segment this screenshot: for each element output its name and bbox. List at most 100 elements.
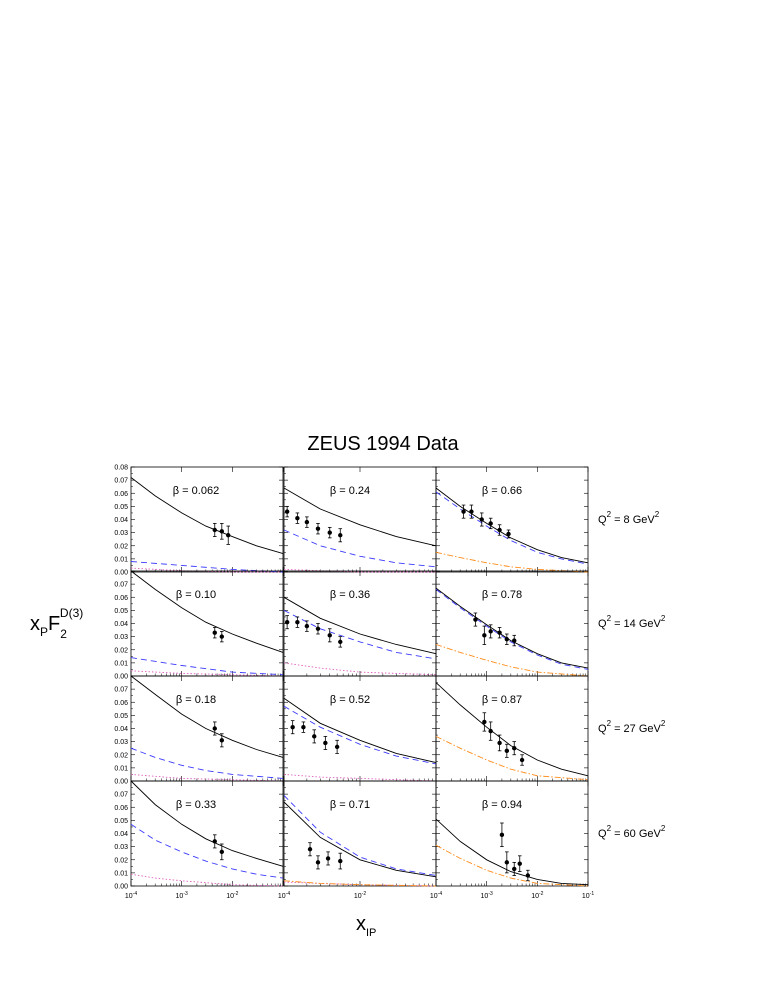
data-point (512, 745, 517, 751)
data-point (212, 527, 217, 533)
curve-blue-dashed (435, 491, 589, 565)
q2-label-part: 2 (607, 510, 612, 519)
y-tick-label: 0.02 (114, 543, 128, 550)
curve-solid-total (435, 487, 589, 564)
curve-magenta-dotted (283, 881, 437, 887)
beta-label: β = 0.71 (330, 799, 370, 811)
x-tick-exp: -3 (183, 891, 188, 897)
q2-label-part: = 14 GeV (611, 618, 662, 630)
beta-label: β = 0.24 (330, 485, 370, 497)
q2-label-part: Q (598, 723, 607, 735)
panel-frame (435, 780, 589, 887)
y-tick-label: 0.05 (114, 818, 128, 825)
curve-solid-total (435, 682, 589, 777)
x-tick-exp: -3 (488, 891, 493, 897)
x-tick-base: 10 (226, 893, 234, 900)
q2-label-part: 2 (607, 719, 612, 728)
beta-label: β = 0.10 (176, 589, 216, 601)
data-point (506, 531, 511, 537)
data-point (334, 744, 340, 750)
q2-label-part: 2 (607, 614, 612, 623)
x-tick-base: 10 (430, 893, 438, 900)
panel-r3-c2: β = 0.52 (283, 675, 437, 782)
y-tick-label: 0.00 (114, 779, 128, 786)
curve-solid-total (435, 818, 589, 886)
data-point (504, 637, 510, 642)
x-tick-base: 10 (582, 893, 590, 900)
data-point (323, 740, 328, 746)
x-tick-label: 10-2 (354, 891, 366, 900)
beta-label: β = 0.87 (482, 694, 522, 706)
curve-magenta-dotted (130, 873, 284, 887)
data-point (512, 866, 517, 872)
q2-label: Q2 = 27 GeV2 (598, 719, 666, 735)
panel-r4-c3: β = 0.94 (435, 780, 589, 887)
data-point (219, 634, 225, 639)
panel-r1-c2: β = 0.24 (283, 466, 437, 573)
panel-frame (283, 675, 437, 782)
y-label-f: F (48, 613, 60, 635)
data-point (497, 740, 502, 746)
y-tick-label: 0.07 (114, 582, 128, 589)
y-tick-label: 0.03 (114, 530, 128, 537)
x-tick-exp: -4 (438, 891, 443, 897)
curve-magenta-dotted (130, 773, 284, 782)
data-point (327, 633, 332, 638)
data-point (338, 639, 343, 645)
curve-orange-dashdot (435, 735, 589, 781)
curve-blue-dashed (130, 823, 284, 879)
curve-orange-dashdot (435, 644, 589, 677)
beta-label: β = 0.33 (176, 799, 216, 811)
curve-magenta-dotted (283, 662, 437, 676)
y-tick-label: 0.07 (114, 478, 128, 485)
panel-r2-c3: β = 0.78 (435, 570, 589, 677)
x-tick-exp: -2 (539, 891, 544, 897)
x-tick-base: 10 (176, 893, 184, 900)
curve-magenta-dotted (283, 773, 437, 782)
panel-frame (283, 780, 437, 887)
x-tick-label: 10-2 (531, 891, 543, 900)
x-tick-base: 10 (125, 893, 133, 900)
data-point (325, 856, 331, 861)
curve-solid-total (130, 477, 284, 555)
data-point (338, 533, 343, 538)
x-tick-base: 10 (278, 893, 286, 900)
y-tick-label: 0.02 (114, 647, 128, 654)
q2-label-part: 2 (661, 719, 666, 728)
panel-r3-c3: β = 0.87 (435, 675, 589, 782)
y-tick-label: 0.00 (114, 884, 128, 891)
curve-solid-total (130, 675, 284, 758)
curve-orange-dashdot (435, 551, 589, 573)
y-axis-label: xPF2 D(3) (30, 606, 83, 641)
data-point (307, 847, 313, 852)
curve-blue-dashed (130, 657, 284, 676)
x-tick-base: 10 (354, 893, 362, 900)
panel-r3-c1: 0.00 0.01 0.02 0.03 0.04 0.05 0.06 0.07 β = 0.18 (114, 675, 284, 786)
data-point (219, 529, 225, 534)
panel-r2-c1: 0.00 0.01 0.02 0.03 0.04 0.05 0.06 0.07 β = 0.10 (114, 570, 284, 681)
y-tick-label: 0.04 (114, 726, 128, 733)
panel-grid: 0.00 0.01 0.02 0.03 0.04 0.05 0.06 0.07 0.08 β = … (114, 465, 665, 901)
x-tick-exp: -4 (286, 891, 291, 897)
data-point (219, 849, 225, 855)
y-label-sub2: 2 (60, 627, 67, 641)
data-point (212, 726, 217, 731)
data-point (519, 757, 525, 763)
y-tick-label: 0.05 (114, 504, 128, 511)
panel-frame (435, 466, 589, 573)
y-label-sup: D(3) (60, 606, 83, 620)
beta-label: β = 0.94 (482, 799, 522, 811)
x-tick-label: 10-1 (582, 891, 594, 900)
q2-label-part: 2 (607, 824, 612, 833)
x-axis-label: xIP (356, 913, 376, 939)
data-point (284, 509, 290, 514)
q2-label-part: 2 (655, 510, 660, 519)
data-point (497, 527, 502, 533)
q2-label: Q2 = 14 GeV2 (598, 614, 666, 630)
curve-blue-dashed (283, 705, 437, 765)
x-tick-label: 10-3 (176, 891, 188, 900)
y-tick-label: 0.07 (114, 687, 128, 694)
x-tick-label: 10-4 (278, 891, 290, 900)
beta-label: β = 0.52 (330, 694, 370, 706)
